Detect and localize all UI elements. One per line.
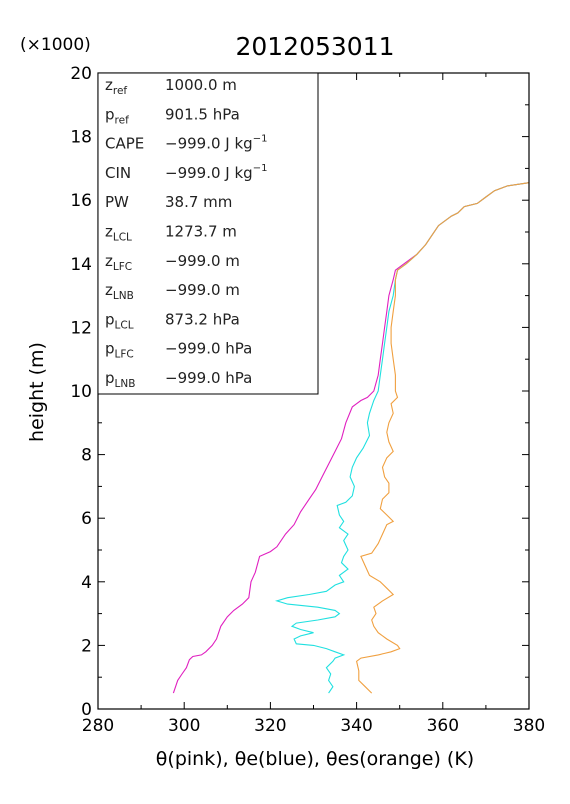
x-tick-label: 280 xyxy=(82,716,114,736)
stats-row: pref 901.5 hPa xyxy=(105,105,240,126)
stats-subscript: LNB xyxy=(113,290,134,302)
stats-symbol: p xyxy=(105,310,115,328)
x-axis-label: θ(pink), θe(blue), θes(orange) (K) xyxy=(156,748,474,770)
stats-box-frame xyxy=(97,72,319,395)
stats-symbol: z xyxy=(105,281,113,299)
chart-title: 2012053011 xyxy=(235,32,394,61)
y-axis-label: height (m) xyxy=(26,342,48,442)
y-tick-label: 18 xyxy=(70,128,92,148)
stats-symbol: p xyxy=(105,105,115,123)
stats-row: pLCL 873.2 hPa xyxy=(105,310,240,331)
stats-superscript: −1 xyxy=(253,134,268,145)
x-tick-label: 300 xyxy=(168,716,200,736)
stats-subscript: ref xyxy=(113,85,128,97)
y-tick-label: 4 xyxy=(81,573,92,593)
stats-row: pLNB −999.0 hPa xyxy=(105,369,252,390)
stats-value: 901.5 hPa xyxy=(165,105,240,123)
y-tick-label: 10 xyxy=(70,382,92,402)
x-tick-label: 320 xyxy=(254,716,286,736)
stats-subscript: LFC xyxy=(115,349,134,361)
stats-subscript: LNB xyxy=(115,378,136,390)
stats-symbol: CIN xyxy=(105,164,131,182)
stats-value: 1000.0 m xyxy=(165,76,237,94)
stats-symbol: p xyxy=(105,340,115,358)
stats-value: −999.0 J kg xyxy=(165,164,253,182)
series-lines xyxy=(172,182,530,694)
stats-symbol: z xyxy=(105,252,113,270)
stats-row: zLCL 1273.7 m xyxy=(105,223,237,244)
stats-row: CIN −999.0 J kg−1 xyxy=(105,163,267,182)
stats-row: zLNB −999.0 m xyxy=(105,281,240,302)
y-tick-label: 2 xyxy=(81,636,92,656)
series-line-2 xyxy=(355,182,530,694)
stats-row: zref 1000.0 m xyxy=(105,76,237,97)
stats-value: 873.2 hPa xyxy=(165,310,240,328)
x-tick-label: 380 xyxy=(513,716,545,736)
y-tick-label: 20 xyxy=(70,64,92,84)
y-tick-label: 14 xyxy=(70,255,92,275)
stats-symbol: CAPE xyxy=(105,135,144,153)
stats-value: −999.0 m xyxy=(165,252,240,270)
stats-symbol: z xyxy=(105,76,113,94)
stats-row: pLFC −999.0 hPa xyxy=(105,340,252,361)
stats-subscript: LCL xyxy=(113,232,132,244)
x-tick-label: 340 xyxy=(340,716,372,736)
y-tick-label: 16 xyxy=(70,191,92,211)
y-tick-label: 6 xyxy=(81,509,92,529)
axis-ticks: 280 300 320 340 360 380 0 2 4 6 8 10 12 14 16 18 20 xyxy=(70,64,545,736)
stats-superscript: −1 xyxy=(253,163,268,174)
stats-value: −999.0 m xyxy=(165,281,240,299)
stats-subscript: LCL xyxy=(115,319,134,331)
stats-subscript: ref xyxy=(115,114,130,126)
y-multiplier-label: (×1000) xyxy=(20,35,91,55)
y-tick-label: 0 xyxy=(81,700,92,720)
stats-symbol: p xyxy=(105,369,115,387)
stats-value: 38.7 mm xyxy=(165,193,232,211)
y-tick-label: 8 xyxy=(81,446,92,466)
stats-subscript: LFC xyxy=(113,261,132,273)
x-tick-label: 360 xyxy=(427,716,459,736)
stats-symbol: PW xyxy=(105,193,129,211)
stats-symbol: z xyxy=(105,223,113,241)
stats-value: −999.0 hPa xyxy=(165,369,252,387)
stats-row: zLFC −999.0 m xyxy=(105,252,240,273)
stats-value: 1273.7 m xyxy=(165,223,237,241)
stats-value: −999.0 J kg xyxy=(165,135,253,153)
stats-value: −999.0 hPa xyxy=(165,340,252,358)
stats-row: PW 38.7 mm xyxy=(105,193,232,211)
stats-row: CAPE −999.0 J kg−1 xyxy=(105,134,267,153)
y-tick-label: 12 xyxy=(70,318,92,338)
